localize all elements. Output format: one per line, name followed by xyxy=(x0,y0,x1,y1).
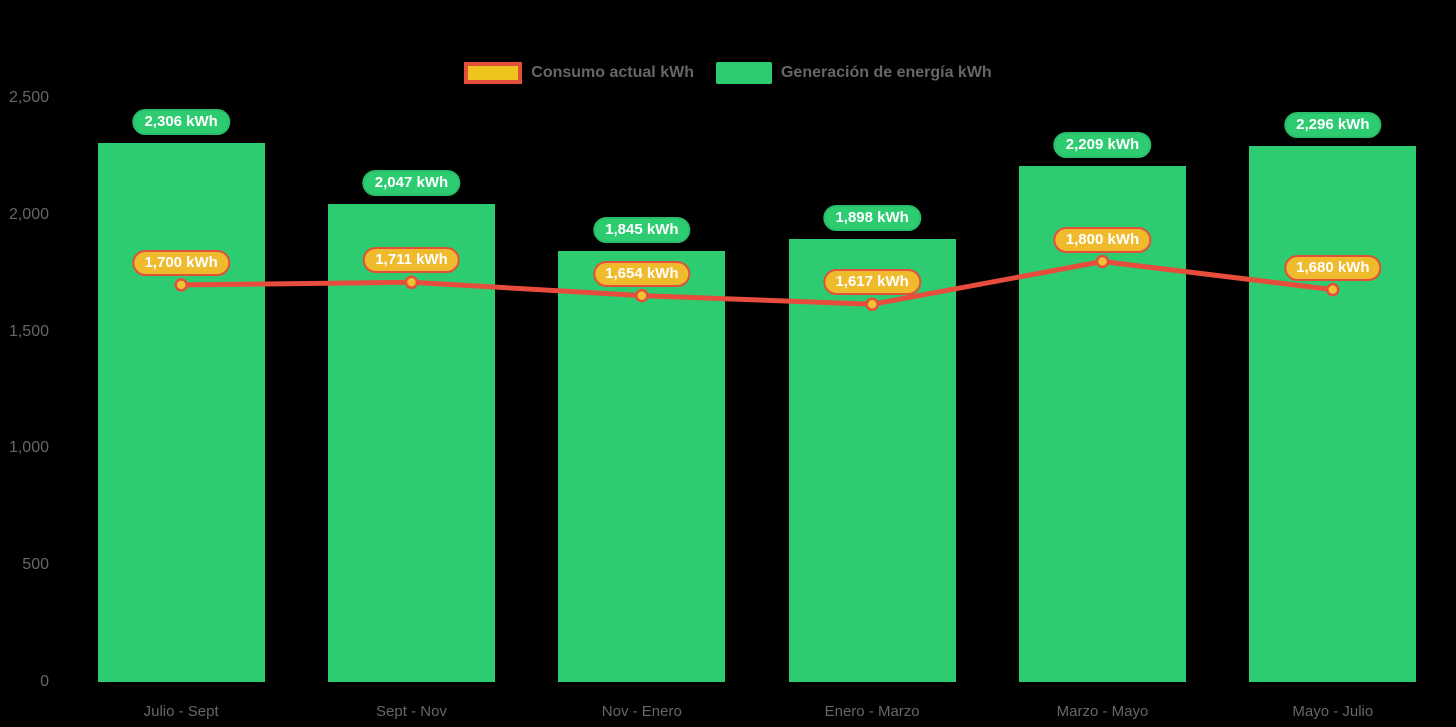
consumption-value-badge: 1,680 kWh xyxy=(1284,254,1382,281)
generacion-swatch-icon xyxy=(715,62,772,84)
x-axis-category-label: Enero - Marzo xyxy=(824,703,920,720)
x-axis-category-label: Mayo - Julio xyxy=(1292,703,1374,720)
generation-value-badge: 2,296 kWh xyxy=(1284,111,1382,138)
y-axis-tick-label: 0 xyxy=(40,673,49,690)
consumption-point-marker xyxy=(865,297,879,312)
generation-bar xyxy=(558,251,726,682)
legend-item-generacion[interactable]: Generación de energía kWh xyxy=(715,62,992,84)
generation-bar xyxy=(97,143,265,682)
consumption-value-badge: 1,800 kWh xyxy=(1053,226,1152,253)
consumption-value-badge: 1,711 kWh xyxy=(363,247,460,274)
y-axis-tick-label: 1,500 xyxy=(8,322,49,340)
consumption-point-marker xyxy=(404,275,419,290)
x-axis-category-label: Julio - Sept xyxy=(143,703,219,720)
consumption-value-badge: 1,700 kWh xyxy=(132,249,230,276)
chart-legend: Consumo actual kWh Generación de energía… xyxy=(0,62,1456,84)
generation-bar xyxy=(788,238,956,682)
legend-label-generacion: Generación de energía kWh xyxy=(780,64,992,81)
generation-value-badge: 2,209 kWh xyxy=(1053,131,1152,158)
generation-value-badge: 1,898 kWh xyxy=(823,204,921,231)
consumption-point-marker xyxy=(1326,282,1340,297)
consumption-value-badge: 1,654 kWh xyxy=(593,260,691,287)
consumption-point-marker xyxy=(1095,254,1110,269)
consumption-line xyxy=(178,259,1336,307)
y-axis-tick-label: 2,000 xyxy=(8,205,49,223)
x-axis-category-label: Sept - Nov xyxy=(376,703,447,720)
generation-value-badge: 2,306 kWh xyxy=(132,109,230,136)
consumo-swatch-icon xyxy=(464,62,523,84)
consumption-point-marker xyxy=(635,288,649,303)
legend-label-consumo: Consumo actual kWh xyxy=(531,64,694,81)
y-axis-tick-label: 2,500 xyxy=(8,89,49,106)
generation-value-badge: 1,845 kWh xyxy=(593,217,691,243)
y-axis-tick-label: 500 xyxy=(22,556,49,574)
x-axis-category-label: Nov - Enero xyxy=(601,703,682,720)
x-axis-category-label: Marzo - Mayo xyxy=(1056,703,1149,720)
consumption-value-badge: 1,617 kWh xyxy=(823,269,921,296)
generation-value-badge: 2,047 kWh xyxy=(362,169,461,196)
consumption-point-marker xyxy=(174,278,188,292)
legend-item-consumo[interactable]: Consumo actual kWh xyxy=(464,62,694,84)
generation-bar xyxy=(1249,145,1417,682)
y-axis-tick-label: 1,000 xyxy=(8,439,49,457)
